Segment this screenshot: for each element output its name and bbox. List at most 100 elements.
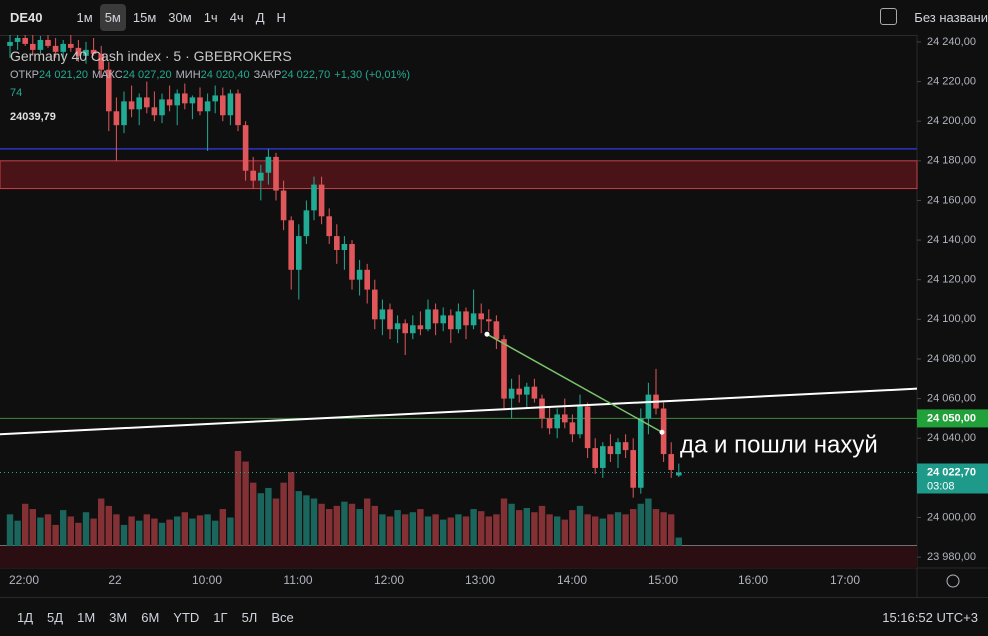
candle-body [250, 170, 256, 181]
candle-body [52, 45, 59, 52]
volume-bar [14, 520, 21, 546]
volume-bar [462, 516, 470, 546]
candle-body [288, 220, 294, 270]
candle-body [486, 319, 492, 322]
symbol[interactable]: DE40 [10, 10, 43, 25]
volume-bar [424, 516, 432, 546]
volume-bar [143, 514, 150, 546]
volume-bar [280, 482, 287, 546]
range[interactable]: YTD [173, 609, 200, 625]
range[interactable]: 1М [77, 609, 96, 625]
interval[interactable]: Д [255, 10, 265, 25]
anchor [659, 429, 665, 435]
anchor [484, 331, 490, 337]
top-toolbar: DE40 1м 5м 15м 30м 1ч 4ч Д Н Без названи [0, 0, 988, 36]
candle-body [90, 49, 97, 54]
volume-bar [652, 509, 660, 546]
volume-bar [614, 512, 622, 546]
volume-bar [561, 519, 568, 546]
candle-body [189, 97, 196, 104]
x-tick-label: 17:00 [830, 573, 860, 587]
range[interactable]: 6М [141, 609, 160, 625]
candle-body [273, 156, 279, 191]
bottom-band [0, 546, 917, 568]
change: +1,30 (+0,01%) [334, 69, 411, 81]
volume-bar [37, 517, 44, 546]
interval[interactable]: 30м [168, 10, 192, 25]
volume-bar [128, 516, 135, 546]
range[interactable]: 3М [109, 609, 128, 625]
layout-name[interactable]: Без названи [914, 10, 988, 25]
candle-body [159, 99, 165, 116]
green-trend [486, 333, 663, 433]
volume-bar [67, 516, 74, 546]
volume-bar [75, 522, 82, 546]
interval[interactable]: 1м [76, 10, 93, 25]
candle-body [83, 49, 89, 56]
bottom-toolbar: 1Д 5Д 1М 3М 6М YTD 1Г 5Л Все 15:16:52 UTC+3 [0, 597, 988, 636]
ohlc-label: МАКС [91, 69, 123, 81]
candle-body [569, 422, 576, 435]
volume-bar [440, 519, 447, 546]
candle-body [562, 414, 568, 423]
volume-bar [508, 503, 515, 546]
chart: да и пошли нахуй 24 240,00 24 220,00 24 200… [0, 35, 988, 597]
volume-bar [166, 519, 173, 546]
candle-body [516, 388, 522, 395]
volume-bar [174, 516, 181, 546]
settings-icon[interactable] [946, 574, 960, 588]
y-tick-label: 24 000,00 [927, 511, 976, 523]
volume-bar [538, 505, 546, 546]
candle-body [197, 97, 203, 112]
ohlc-label: ЗАКР [253, 69, 282, 81]
ohlc-value: 24 021,20 [39, 69, 88, 81]
y-tick-label: 24 140,00 [927, 234, 976, 246]
range[interactable]: 1Г [213, 609, 228, 625]
volume-bar [675, 537, 682, 546]
candle-body [113, 111, 120, 126]
volume-bar [379, 514, 386, 546]
candle-body [539, 398, 545, 419]
candle-body [493, 321, 500, 340]
y-tick-label: 24 060,00 [927, 392, 976, 404]
volume-bar [637, 503, 644, 546]
range[interactable]: 5Л [241, 609, 258, 625]
interval[interactable]: Н [276, 10, 286, 25]
y-tick-label: 24 200,00 [927, 115, 976, 127]
volume-bar [82, 512, 90, 546]
interval[interactable]: 1ч [203, 10, 218, 25]
volume-bar [120, 524, 128, 546]
indicator: 74 [10, 87, 23, 99]
ranges: 1Д 5Д 1М 3М 6М YTD 1Г 5Л Все [10, 610, 301, 625]
volume-bar [394, 510, 401, 546]
candle-body [372, 289, 378, 320]
candle-body [410, 325, 416, 334]
volume-bar [44, 514, 52, 546]
candle-body [30, 43, 36, 50]
interval[interactable]: 5м [99, 4, 126, 31]
volume-bar [318, 503, 325, 546]
legend: Germany 40 Cash index · 5 · GBEBROKERS О… [10, 48, 410, 123]
volume-bar [470, 509, 477, 546]
candle-body [524, 386, 530, 395]
volume-bar [105, 505, 112, 546]
volume-bar [98, 498, 105, 546]
candle-body [227, 93, 234, 116]
candle-body [463, 311, 469, 326]
checkbox[interactable] [880, 8, 897, 25]
volume-bar [219, 509, 226, 546]
candle-body [75, 47, 82, 56]
range[interactable]: 5Д [47, 609, 64, 625]
range[interactable]: Все [271, 609, 294, 625]
volume-bar [417, 509, 424, 546]
volume-bar [607, 514, 614, 546]
candle-body [174, 93, 180, 106]
candle-body [7, 41, 13, 46]
range[interactable]: 1Д [17, 609, 34, 625]
y-tick-label: 24 240,00 [927, 36, 976, 48]
interval[interactable]: 4ч [229, 10, 244, 25]
interval[interactable]: 15м [132, 10, 157, 25]
volume-bar [592, 516, 599, 546]
axis-bg [917, 35, 988, 597]
candle-body [121, 101, 127, 126]
